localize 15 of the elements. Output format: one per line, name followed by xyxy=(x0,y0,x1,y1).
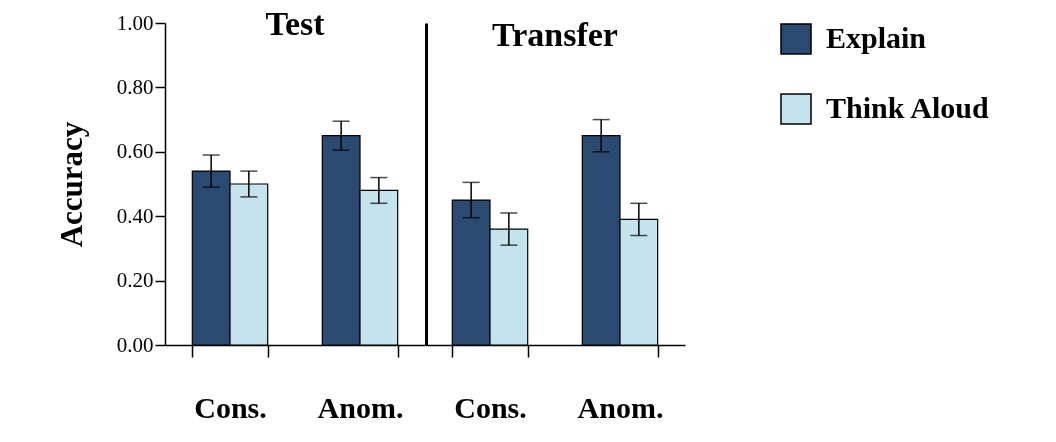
y-axis-title: Accuracy xyxy=(53,121,89,248)
y-tick-label: 1.00 xyxy=(116,10,154,35)
legend-label: Think Aloud xyxy=(826,91,989,124)
y-tick-label: 0.20 xyxy=(116,268,154,293)
y-tick-label: 0.60 xyxy=(116,139,154,164)
x-tick-label: Anom. xyxy=(577,390,664,424)
chart-title: Transfer xyxy=(492,16,618,53)
x-tick-label: Anom. xyxy=(317,390,404,424)
x-tick-label: Cons. xyxy=(194,390,267,424)
y-tick-label: 0.00 xyxy=(116,332,154,357)
chart-title: Test xyxy=(265,5,326,42)
legend-label: Explain xyxy=(826,21,927,54)
y-tick-label: 0.40 xyxy=(116,203,154,228)
y-tick-label: 0.80 xyxy=(116,74,154,99)
x-tick-label: Cons. xyxy=(454,390,527,424)
